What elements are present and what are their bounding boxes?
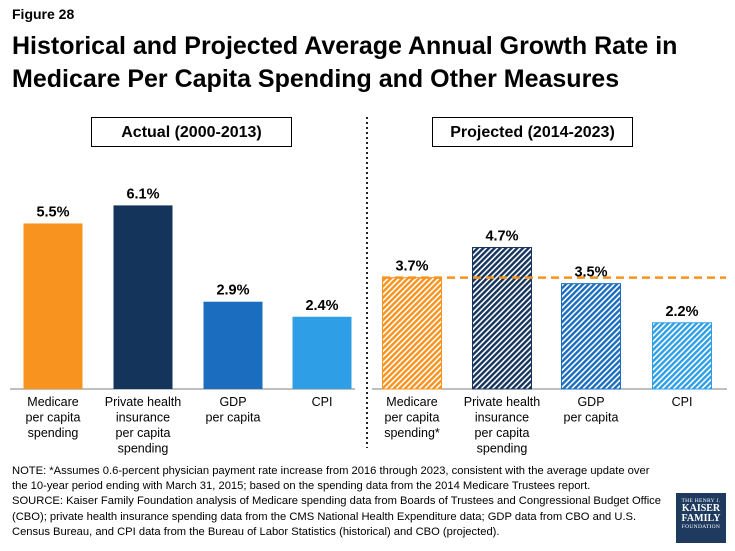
bar-projected-gdp <box>561 283 621 390</box>
data-label-projected-medicare: 3.7% <box>395 259 428 275</box>
title-line-1: Historical and Projected Average Annual … <box>12 32 678 60</box>
category-label-projected-private: Private health insurance per capita spendin… <box>464 395 540 456</box>
panel-actual-label: Actual (2000-2013) <box>91 117 292 147</box>
panel-projected-label: Projected (2014-2023) <box>432 117 633 147</box>
growth-rate-chart: 5.5%Medicare per capita spending6.1%Privat… <box>10 117 727 456</box>
note-line-4: (CBO); private health insurance spending… <box>12 510 637 523</box>
bar-actual-medicare <box>23 223 83 389</box>
category-label-actual-gdp: GDP per capita <box>206 395 261 425</box>
category-label-line: per capita <box>206 411 261 425</box>
category-label-line: per capita <box>564 411 619 425</box>
note-line-2: the 10-year period ending with March 31,… <box>12 480 591 493</box>
logo-line-3: FAMILY <box>681 513 721 524</box>
category-label-line: Private health <box>464 395 540 409</box>
bar-projected-medicare <box>382 277 442 390</box>
category-label-line: Medicare <box>386 395 437 409</box>
logo-line-1: THE HENRY J. <box>681 498 721 504</box>
figure-label: Figure 28 <box>12 6 75 22</box>
bar-actual-gdp <box>203 301 263 389</box>
footnote: NOTE: *Assumes 0.6-percent physician pay… <box>12 464 672 540</box>
category-label-line: Private health <box>105 395 181 409</box>
bar-actual-cpi <box>292 316 352 389</box>
category-label-line: spending <box>118 442 169 456</box>
category-label-projected-cpi: CPI <box>672 395 693 409</box>
category-label-actual-medicare: Medicare per capita spending <box>26 395 81 440</box>
logo-line-2: KAISER <box>681 503 721 514</box>
bar-actual-private <box>113 205 173 389</box>
data-label-actual-private: 6.1% <box>126 186 159 202</box>
category-label-line: per capita <box>385 411 440 425</box>
category-label-line: Medicare <box>27 395 78 409</box>
data-label-actual-cpi: 2.4% <box>305 298 338 314</box>
category-label-line: GDP <box>219 395 246 409</box>
logo-line-4: FOUNDATION <box>681 524 721 530</box>
category-label-line: insurance <box>475 411 529 425</box>
data-label-projected-private: 4.7% <box>485 229 518 245</box>
category-label-line: per capita <box>116 426 171 440</box>
note-line-1: NOTE: *Assumes 0.6-percent physician pay… <box>12 465 650 477</box>
category-label-actual-private: Private health insurance per capita spendin… <box>105 395 181 456</box>
note-line-3: SOURCE: Kaiser Family Foundation analysi… <box>12 495 661 508</box>
data-label-actual-medicare: 5.5% <box>36 204 69 220</box>
category-label-line: CPI <box>672 395 693 409</box>
bar-projected-cpi <box>652 322 712 390</box>
category-label-line: GDP <box>577 395 604 409</box>
category-label-line: spending <box>477 442 528 456</box>
data-label-projected-cpi: 2.2% <box>665 304 698 320</box>
data-label-actual-gdp: 2.9% <box>216 283 249 299</box>
category-label-actual-cpi: CPI <box>312 395 333 409</box>
note-line-5: Census Bureau, and CPI data from the Bur… <box>12 525 500 538</box>
title-line-2: Medicare Per Capita Spending and Other M… <box>12 65 620 93</box>
category-label-line: per capita <box>26 411 81 425</box>
bar-projected-private <box>472 247 532 390</box>
category-label-line: CPI <box>312 395 333 409</box>
category-label-line: spending* <box>384 426 440 440</box>
kff-logo: THE HENRY J. KAISER FAMILY FOUNDATION <box>676 493 726 543</box>
category-label-projected-gdp: GDP per capita <box>564 395 619 425</box>
category-label-line: insurance <box>116 411 170 425</box>
category-label-line: per capita <box>475 426 530 440</box>
page-title: Historical and Projected Average Annual … <box>12 30 722 96</box>
category-label-line: spending <box>28 426 79 440</box>
category-label-projected-medicare: Medicare per capita spending* <box>384 395 440 440</box>
